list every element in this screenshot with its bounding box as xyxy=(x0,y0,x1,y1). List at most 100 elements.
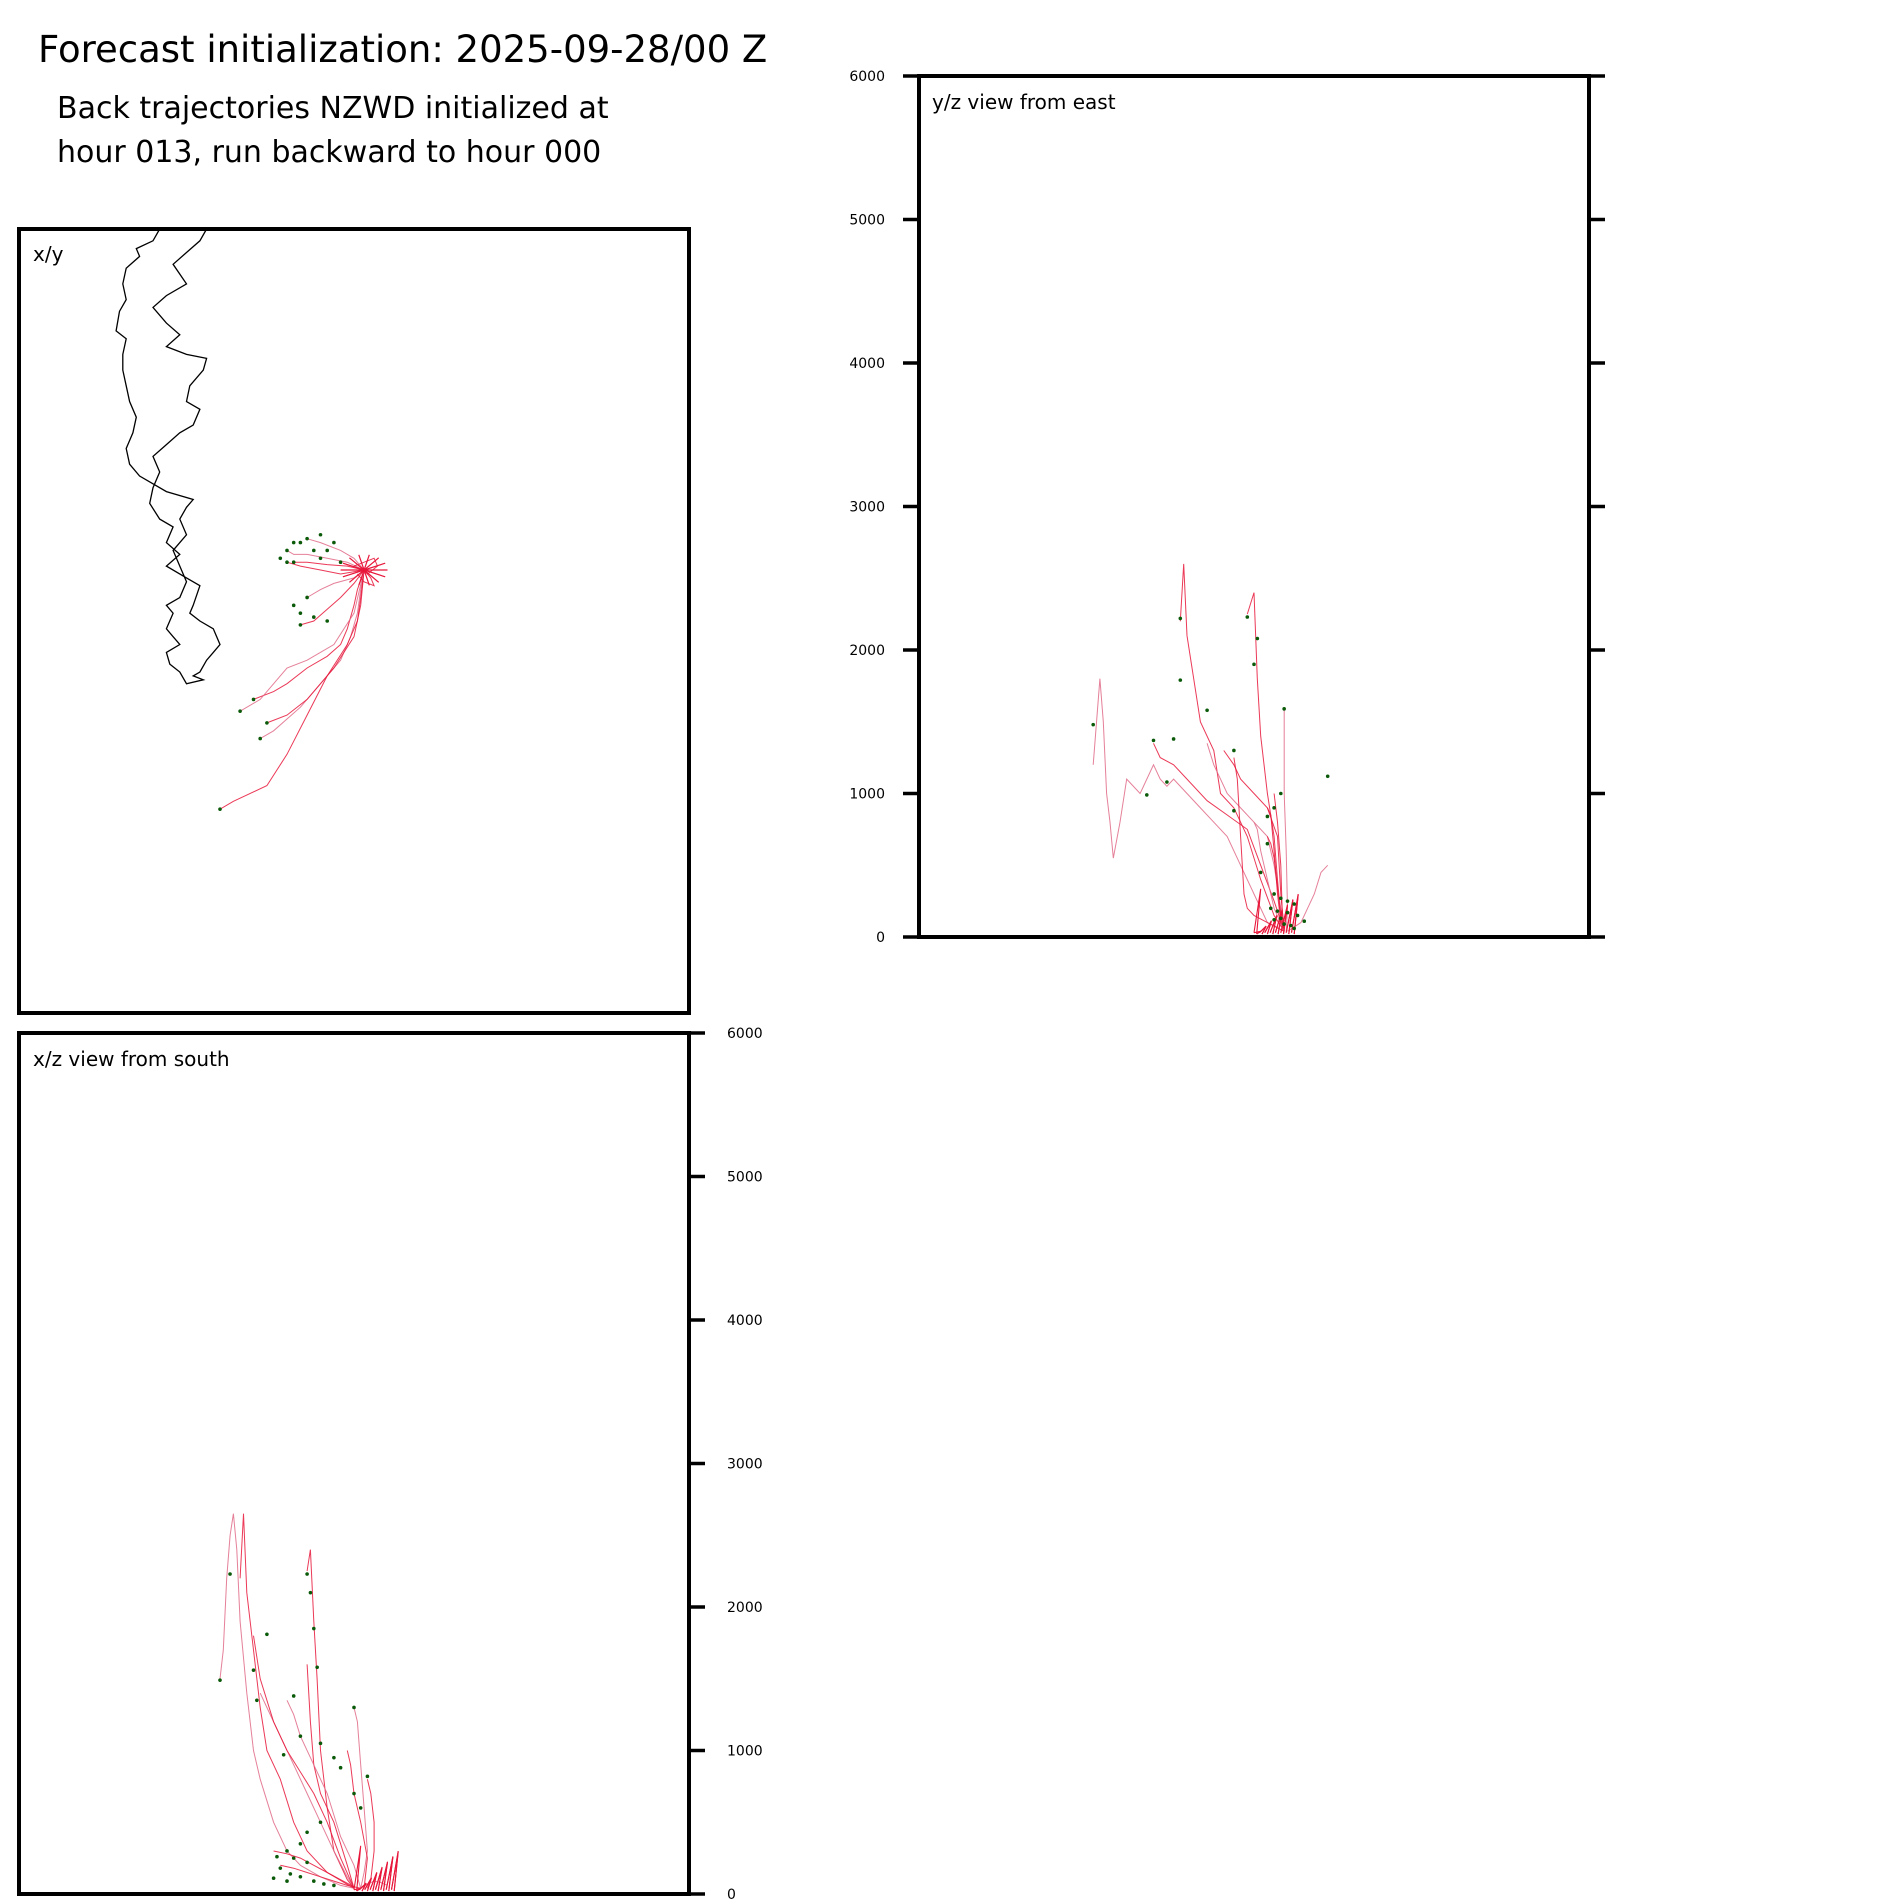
trajectory-line xyxy=(259,569,365,740)
trajectory-line xyxy=(363,554,370,571)
trajectory-line xyxy=(286,1700,362,1889)
trajectory-endpoint xyxy=(275,1854,279,1859)
trajectory-endpoint xyxy=(1272,806,1276,810)
trajectory-endpoint xyxy=(352,1705,356,1710)
trajectory-line xyxy=(364,1877,372,1892)
trajectory-endpoint xyxy=(1258,870,1263,875)
trajectory-endpoint xyxy=(332,1755,336,1760)
trajectory-endpoint xyxy=(1302,919,1307,924)
trajectory-line xyxy=(390,1851,399,1892)
trajectory-endpoint xyxy=(298,540,303,545)
trajectory-line xyxy=(358,554,365,571)
trajectory-endpoint xyxy=(251,697,256,702)
trajectory-endpoint xyxy=(318,1741,323,1746)
trajectory-line xyxy=(342,569,365,578)
trajectory-endpoint xyxy=(291,1856,296,1860)
trajectory-endpoint xyxy=(305,536,309,541)
trajectory-endpoint xyxy=(338,1765,343,1770)
trajectory-endpoints-group xyxy=(218,532,343,811)
y-tick-label: 6000 xyxy=(849,69,885,85)
panel-yz-label: y/z view from east xyxy=(932,90,1116,114)
panel-yz-frame xyxy=(917,74,1591,939)
trajectory-endpoint xyxy=(305,1572,309,1576)
trajectory-endpoint xyxy=(1245,615,1250,619)
trajectory-endpoint xyxy=(265,721,269,725)
y-tick-label: 4000 xyxy=(849,356,885,372)
trajectory-line xyxy=(293,561,365,571)
trajectory-endpoint xyxy=(1178,616,1183,621)
trajectory-line xyxy=(253,569,365,700)
y-tick-label: 3000 xyxy=(727,1457,763,1473)
trajectory-endpoint xyxy=(285,1849,289,1853)
trajectory-line xyxy=(363,557,380,571)
y-axis-ticks: 0 1000 2000 3000 4000 5000 6000 xyxy=(849,69,1605,946)
trajectory-line xyxy=(1283,710,1289,932)
figure-subtitle-line-1: Back trajectories NZWD initialized at xyxy=(57,91,609,126)
trajectory-endpoint xyxy=(1178,678,1183,682)
trajectory-line xyxy=(1233,757,1285,932)
trajectory-line xyxy=(349,569,365,583)
trajectory-line xyxy=(306,538,365,571)
trajectory-endpoint xyxy=(291,603,296,608)
trajectory-endpoint xyxy=(1279,896,1283,901)
trajectory-line xyxy=(1273,793,1285,932)
trajectory-endpoint xyxy=(1268,906,1273,911)
trajectory-endpoint xyxy=(365,1774,370,1779)
trajectory-endpoint xyxy=(285,560,289,564)
trajectory-endpoint xyxy=(251,1668,256,1672)
trajectory-line xyxy=(363,562,386,571)
trajectory-line xyxy=(349,557,365,571)
trajectory-endpoint xyxy=(1265,814,1270,819)
trajectory-line xyxy=(300,569,365,626)
y-tick-label: 1000 xyxy=(727,1744,763,1760)
trajectory-line xyxy=(259,1692,355,1889)
trajectory-line xyxy=(374,1867,383,1892)
trajectory-endpoint xyxy=(1232,748,1236,753)
y-tick-label: 4000 xyxy=(727,1313,763,1329)
trajectory-line xyxy=(363,569,386,578)
trajectory-line xyxy=(286,561,365,575)
trajectory-endpoint xyxy=(1272,892,1276,896)
trajectory-endpoint xyxy=(1255,636,1260,641)
trajectory-line xyxy=(1290,894,1299,935)
trajectory-endpoint xyxy=(1279,916,1283,921)
trajectory-endpoint xyxy=(278,1866,283,1870)
trajectory-series-group xyxy=(219,1513,399,1892)
trajectory-endpoint xyxy=(1289,923,1293,928)
trajectory-endpoint xyxy=(285,548,289,553)
trajectory-line xyxy=(253,1635,355,1889)
trajectory-endpoint xyxy=(1265,841,1270,846)
trajectory-endpoints-group xyxy=(1091,615,1330,931)
trajectory-endpoint xyxy=(281,1753,286,1757)
trajectory-line xyxy=(385,1856,394,1892)
trajectory-endpoint xyxy=(291,560,296,564)
y-tick-label: 3000 xyxy=(849,500,885,516)
trajectory-endpoint xyxy=(258,736,263,741)
trajectory-endpoint xyxy=(332,1883,336,1888)
figure-title: Forecast initialization: 2025-09-28/00 Z xyxy=(38,28,768,71)
y-tick-label: 2000 xyxy=(727,1600,763,1616)
trajectory-line xyxy=(363,569,380,583)
trajectory-endpoint xyxy=(298,611,303,615)
trajectory-endpoint xyxy=(305,1830,309,1835)
trajectory-line xyxy=(286,549,365,571)
trajectory-endpoint xyxy=(255,1698,259,1703)
trajectory-endpoint xyxy=(218,807,222,811)
trajectory-line xyxy=(1253,821,1285,932)
trajectory-endpoint xyxy=(291,1694,296,1698)
trajectory-series-group xyxy=(219,538,388,810)
trajectory-line xyxy=(346,1750,368,1889)
trajectory-endpoint xyxy=(1171,737,1176,741)
trajectory-endpoint xyxy=(1252,662,1256,667)
y-tick-label: 5000 xyxy=(727,1170,763,1186)
trajectory-endpoint xyxy=(1275,909,1280,913)
figure-subtitle-line-2: hour 013, run backward to hour 000 xyxy=(57,135,602,170)
trajectory-line xyxy=(273,1850,355,1888)
trajectory-line xyxy=(1253,888,1262,935)
trajectory-endpoint xyxy=(1091,722,1095,727)
panel-xy: x/y xyxy=(17,227,691,1015)
trajectory-line xyxy=(239,569,365,712)
trajectory-endpoint xyxy=(1165,780,1169,784)
y-axis-ticks: 0 1000 2000 3000 4000 5000 6000 xyxy=(689,1026,763,1900)
trajectory-endpoint xyxy=(305,1860,309,1865)
